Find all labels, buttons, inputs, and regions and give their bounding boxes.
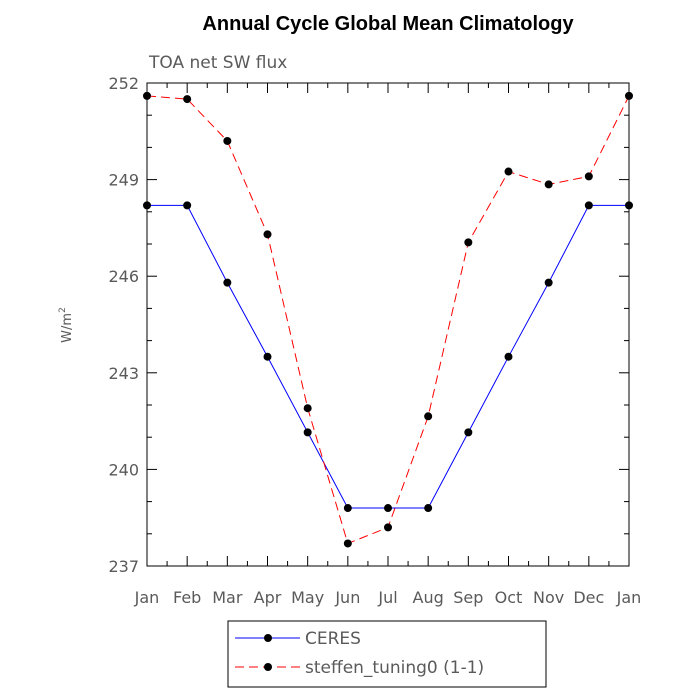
x-tick-label: Feb [173,588,201,607]
data-point-steffen [625,91,633,100]
data-point-ceres [384,504,392,513]
data-point-steffen [384,523,392,532]
chart-subtitle: TOA net SW flux [148,53,287,73]
x-tick-label: Jul [377,588,397,607]
x-tick-label: May [291,588,324,607]
series-layer [143,91,633,548]
data-point-ceres [343,504,352,513]
legend-marker-ceres [264,634,272,642]
x-tick-label: Mar [212,588,243,607]
y-tick-label: 252 [108,74,139,93]
x-tick-label: Apr [254,588,282,607]
data-point-ceres [183,201,192,210]
data-point-ceres [263,352,272,361]
data-point-steffen [464,238,473,247]
data-point-ceres [143,201,151,210]
y-tick-label: 240 [108,460,139,479]
y-axis-label: W/m2 [58,307,75,343]
x-tick-label: Jan [134,588,160,607]
legend-label-ceres: CERES [305,629,361,649]
data-point-steffen [183,95,192,104]
data-point-steffen [223,136,232,145]
series-line-ceres [147,204,629,509]
x-tick-label: Oct [495,588,523,607]
y-tick-label: 237 [108,557,139,576]
data-point-steffen [544,180,553,189]
data-point-ceres [464,428,473,437]
x-tick-label: Jun [334,588,360,607]
data-point-ceres [584,201,593,210]
data-point-steffen [303,404,312,413]
data-point-ceres [504,352,513,361]
data-point-steffen [143,91,151,100]
data-point-steffen [343,539,352,548]
x-tick-label: Nov [533,588,564,607]
series-line-steffen [146,95,630,545]
data-point-ceres [303,428,312,437]
data-point-ceres [625,201,633,210]
x-tick-label: Jan [616,588,642,607]
data-point-ceres [544,278,553,287]
legend: CERES steffen_tuning0 (1-1) [227,620,547,688]
data-point-steffen [263,230,272,239]
y-tick-label: 249 [108,171,139,190]
data-point-steffen [504,167,513,176]
plot-frame [146,82,630,567]
y-axis: 237 240 243 246 249 252 [108,74,629,576]
x-tick-label: Dec [573,588,604,607]
y-axis-label-unit: W/m [60,313,75,343]
legend-label-steffen: steffen_tuning0 (1-1) [305,658,484,678]
y-tick-label: 243 [108,364,139,383]
data-point-ceres [424,504,433,513]
x-axis: Jan Feb Mar Apr May Jun Jul Aug Sep Oct Nov Dec Jan [134,83,642,607]
chart-title: Annual Cycle Global Mean Climatology [202,13,574,35]
legend-box [227,620,547,688]
x-tick-label: Aug [413,588,444,607]
data-point-ceres [223,278,232,287]
y-axis-label-exponent: 2 [58,307,68,313]
data-point-steffen [584,172,593,181]
data-point-steffen [424,412,433,421]
x-tick-label: Sep [453,588,483,607]
y-tick-label: 246 [108,267,139,286]
legend-marker-steffen [264,663,272,671]
